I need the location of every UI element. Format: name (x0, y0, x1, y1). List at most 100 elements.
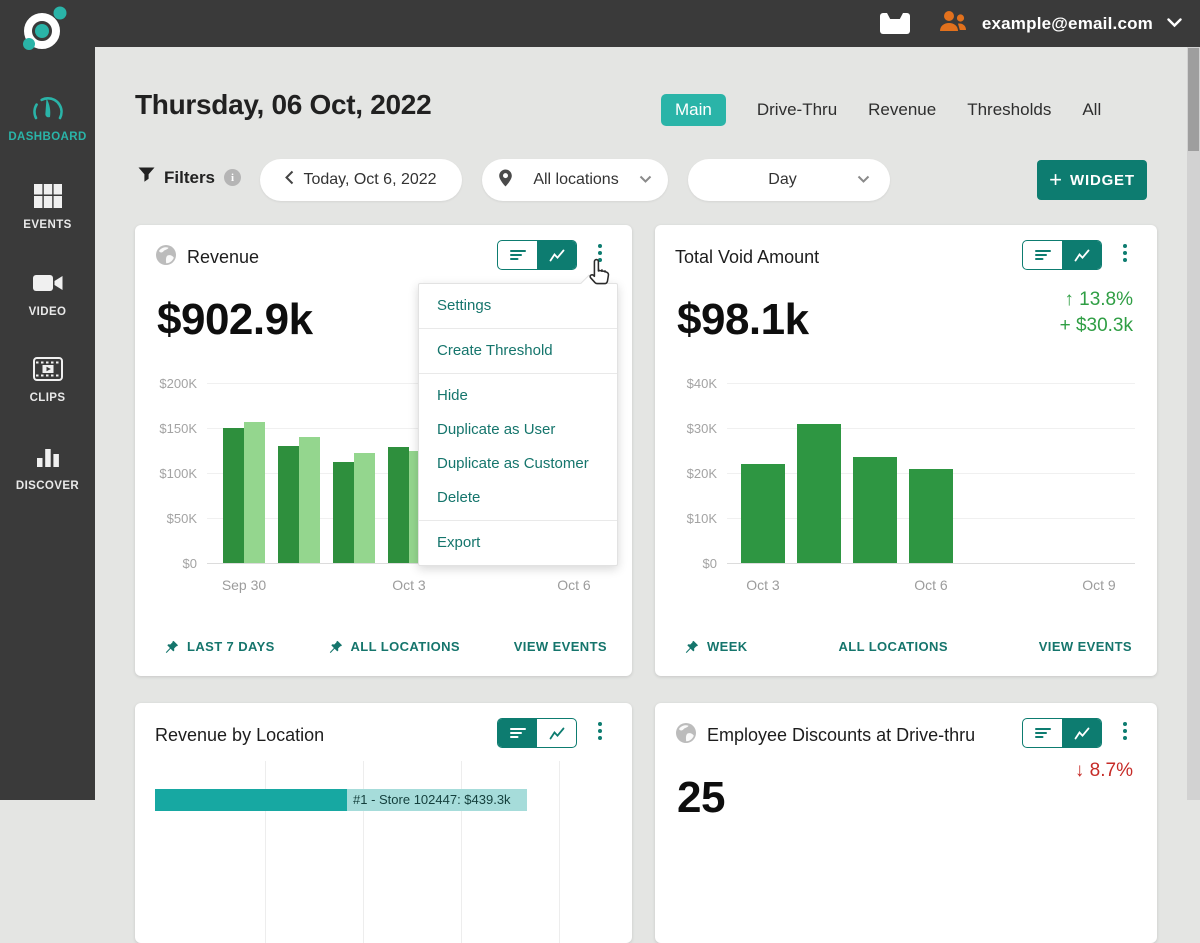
menu-item-duplicate-as-user[interactable]: Duplicate as User (437, 421, 556, 438)
plus-icon: + (1049, 167, 1063, 192)
employee-discounts-delta: ↓ 8.7% (1074, 760, 1133, 781)
gauge-icon (0, 92, 95, 124)
view-events-link[interactable]: VIEW EVENTS (513, 639, 607, 654)
location-filter[interactable]: All locations (482, 159, 668, 201)
chart-type-toggle (497, 718, 577, 748)
chevron-down-icon[interactable] (1167, 15, 1182, 33)
info-icon[interactable]: i (224, 169, 242, 186)
filter-funnel-icon (138, 167, 155, 188)
menu-item-hide[interactable]: Hide (437, 387, 468, 404)
bar (388, 446, 409, 563)
tab-main[interactable]: Main (661, 94, 726, 126)
y-axis-tick: $30K (686, 421, 717, 436)
line-view-button[interactable] (537, 241, 576, 269)
range-filter-link[interactable]: LAST 7 DAYS (165, 639, 275, 654)
inbox-icon[interactable] (879, 13, 910, 34)
chevron-down-icon (857, 171, 870, 189)
chart-type-toggle (497, 240, 577, 270)
page-title: Thursday, 06 Oct, 2022 (135, 89, 432, 120)
menu-item-export[interactable]: Export (437, 534, 481, 551)
chart-type-toggle (1022, 240, 1102, 270)
view-events-link[interactable]: VIEW EVENTS (1038, 639, 1132, 654)
tab-all[interactable]: All (1082, 100, 1102, 119)
y-axis-tick: $40K (686, 376, 717, 391)
sidebar-item-video[interactable]: VIDEO (0, 267, 95, 318)
menu-item-duplicate-as-customer[interactable]: Duplicate as Customer (437, 455, 589, 472)
revenue-value: $902.9k (157, 295, 313, 344)
line-view-button[interactable] (1062, 719, 1101, 747)
video-camera-icon (0, 267, 95, 299)
date-filter[interactable]: Today, Oct 6, 2022 (260, 159, 462, 201)
y-axis-tick: $100K (159, 466, 197, 481)
sidebar: DASHBOARD EVENTS VIDEO CLIPS (0, 0, 95, 800)
user-email[interactable]: example@email.com (981, 13, 1153, 33)
bar (223, 428, 244, 563)
add-widget-button[interactable]: + WIDGET (1037, 160, 1147, 200)
chevron-down-icon (639, 171, 652, 189)
app-logo[interactable] (17, 4, 69, 54)
sidebar-item-events[interactable]: EVENTS (0, 180, 95, 231)
menu-item-create-threshold[interactable]: Create Threshold (437, 342, 553, 359)
x-axis-tick: Sep 30 (221, 577, 267, 593)
bar (853, 457, 897, 563)
filters-label: Filters i (138, 167, 242, 188)
employee-discounts-value: 25 (677, 773, 725, 822)
line-view-button[interactable] (1062, 241, 1101, 269)
menu-item-delete[interactable]: Delete (437, 489, 481, 506)
bar (797, 423, 841, 563)
tab-thresholds[interactable]: Thresholds (967, 100, 1052, 119)
card-menu-button[interactable] (1123, 722, 1127, 740)
top-bar: example@email.com (0, 0, 1200, 47)
card-title: Revenue by Location (155, 724, 325, 745)
menu-item-settings[interactable]: Settings (437, 297, 492, 314)
grid-icon (0, 180, 95, 212)
card-menu-button[interactable] (1123, 244, 1127, 262)
users-icon (938, 10, 968, 37)
revenue-by-location-card: Revenue by Location #1 - Store 102447: $… (135, 703, 632, 943)
bar-view-button[interactable] (1023, 719, 1062, 747)
chart-type-toggle (1022, 718, 1102, 748)
range-filter-link[interactable]: WEEK (685, 639, 748, 654)
pushpin-icon (329, 640, 342, 653)
total-void-chart: $40K $30K $20K $10K $0 Oct 3 Oct 6 Oct 9 (679, 376, 1135, 593)
scrollbar-track[interactable] (1187, 47, 1200, 800)
sidebar-item-discover[interactable]: DISCOVER (0, 441, 95, 492)
bar-view-button[interactable] (1023, 241, 1062, 269)
y-axis-tick: $200K (159, 376, 197, 391)
y-axis-tick: $10K (686, 511, 717, 526)
sidebar-item-dashboard[interactable]: DASHBOARD (0, 92, 95, 143)
card-menu-button[interactable] (598, 722, 602, 740)
gridline (207, 383, 610, 384)
period-filter[interactable]: Day (688, 159, 890, 201)
y-axis-tick: $0 (182, 556, 197, 571)
card-menu-button[interactable] (598, 244, 602, 262)
bar (741, 464, 785, 563)
bar (333, 462, 354, 563)
x-axis-tick: Oct 3 (746, 577, 780, 593)
gridline (727, 383, 1135, 384)
pushpin-icon (165, 640, 178, 653)
scrollbar-thumb[interactable] (1188, 48, 1199, 151)
locations-filter-link[interactable]: ALL LOCATIONS (838, 639, 948, 654)
bar-view-button[interactable] (498, 241, 537, 269)
bar (244, 421, 265, 563)
dashboard-tabs: Main Drive-Thru Revenue Thresholds All (661, 93, 1101, 127)
card-title: Revenue (187, 246, 260, 267)
line-view-button[interactable] (537, 719, 576, 747)
chevron-left-icon[interactable] (285, 170, 294, 190)
tab-revenue[interactable]: Revenue (868, 100, 937, 119)
bar-view-button[interactable] (498, 719, 537, 747)
card-title: Employee Discounts at Drive-thru (707, 724, 976, 745)
locations-filter-link[interactable]: ALL LOCATIONS (329, 639, 460, 654)
location-rank-bar: #1 - Store 102447: $439.3k (155, 789, 527, 811)
globe-icon (675, 722, 697, 749)
gridline (207, 563, 610, 564)
sidebar-item-clips[interactable]: CLIPS (0, 353, 95, 404)
bar-chart-icon (0, 441, 95, 473)
tab-drive-thru[interactable]: Drive-Thru (756, 100, 838, 119)
menu-divider (419, 373, 617, 374)
y-axis-tick: $50K (166, 511, 197, 526)
location-rank-label: #1 - Store 102447: $439.3k (347, 789, 527, 811)
total-void-card: Total Void Amount $98.1k ↑ 13.8% + $30.3… (655, 225, 1157, 676)
gridline (207, 428, 610, 429)
